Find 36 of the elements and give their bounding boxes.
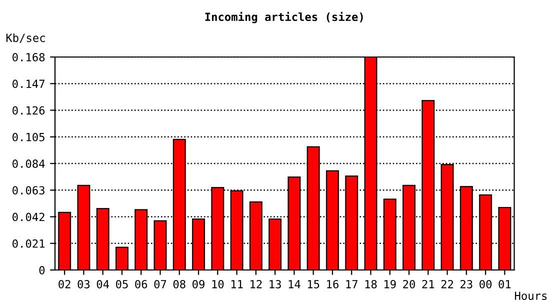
y-tick-label: 0.168 [12,53,45,62]
x-tick-label: 20 [403,280,415,288]
x-tick-label: 06 [135,280,148,288]
x-tick-label: 14 [288,280,300,288]
x-tick-label: 15 [308,280,320,288]
x-tick-label: 04 [96,280,109,288]
x-tick-label: 01 [498,280,511,288]
y-tick-label: 0.063 [12,186,44,195]
chart-title: Incoming articles (size) [205,12,363,24]
y-tick-label: 0 [39,266,45,274]
y-tick-label: 0.042 [12,212,44,222]
x-tick-label: 03 [78,280,90,288]
y-axis-title: Kb/sec [6,33,45,43]
y-tick-label: 0.105 [12,132,44,142]
x-tick-label: 21 [422,280,434,288]
x-tick-label: 11 [231,280,243,288]
y-tick-label: 0.126 [12,106,45,115]
x-tick-label: 22 [441,280,454,288]
x-tick-label: 16 [327,280,338,288]
x-tick-label: 23 [460,280,472,288]
x-tick-label: 13 [270,280,281,288]
x-tick-label: 05 [116,280,128,288]
y-tick-label: 0.084 [12,160,45,168]
y-tick-label: 0.021 [12,239,45,248]
x-tick-label: 07 [154,280,166,288]
x-axis-title: Hours [514,292,547,300]
x-tick-label: 12 [250,280,262,288]
x-tick-label: 17 [346,280,358,288]
y-tick-label: 0.147 [12,80,44,88]
x-tick-label: 09 [192,280,204,288]
x-tick-label: 19 [384,280,396,288]
x-tick-label: 18 [365,280,377,288]
x-tick-label: 02 [58,280,70,288]
x-tick-label: 08 [173,280,186,288]
x-tick-label: 00 [480,280,492,288]
x-tick-label: 10 [212,280,224,288]
